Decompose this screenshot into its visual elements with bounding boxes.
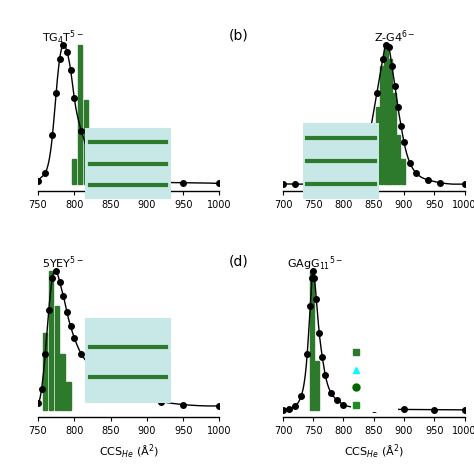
Bar <box>72 159 76 184</box>
X-axis label: CCS$_{He}$ (Å$^2$): CCS$_{He}$ (Å$^2$) <box>99 442 159 460</box>
Bar <box>315 361 319 410</box>
Text: GAgG$_{11}$$^{5-}$: GAgG$_{11}$$^{5-}$ <box>287 255 343 273</box>
Text: Z-G4$^{6-}$: Z-G4$^{6-}$ <box>374 29 415 46</box>
Text: (d): (d) <box>228 255 248 269</box>
Bar <box>397 135 401 184</box>
Bar <box>90 135 94 184</box>
Bar <box>84 100 88 184</box>
Bar <box>401 159 405 184</box>
Text: TG$_4$T$^{5-}$: TG$_4$T$^{5-}$ <box>42 29 83 47</box>
Bar <box>66 382 71 410</box>
Bar <box>95 163 100 184</box>
Bar <box>380 65 383 184</box>
Text: 5YEY$^{5-}$: 5YEY$^{5-}$ <box>42 255 83 271</box>
Bar <box>388 59 392 184</box>
Bar <box>384 45 388 184</box>
Bar <box>55 306 59 410</box>
X-axis label: CCS$_{He}$ (Å$^2$): CCS$_{He}$ (Å$^2$) <box>344 442 404 460</box>
Bar <box>375 108 379 184</box>
Bar <box>49 271 53 410</box>
Bar <box>43 333 47 410</box>
Bar <box>310 271 314 410</box>
Text: (b): (b) <box>228 29 248 43</box>
Bar <box>78 45 82 184</box>
Bar <box>392 93 396 184</box>
Bar <box>60 355 65 410</box>
